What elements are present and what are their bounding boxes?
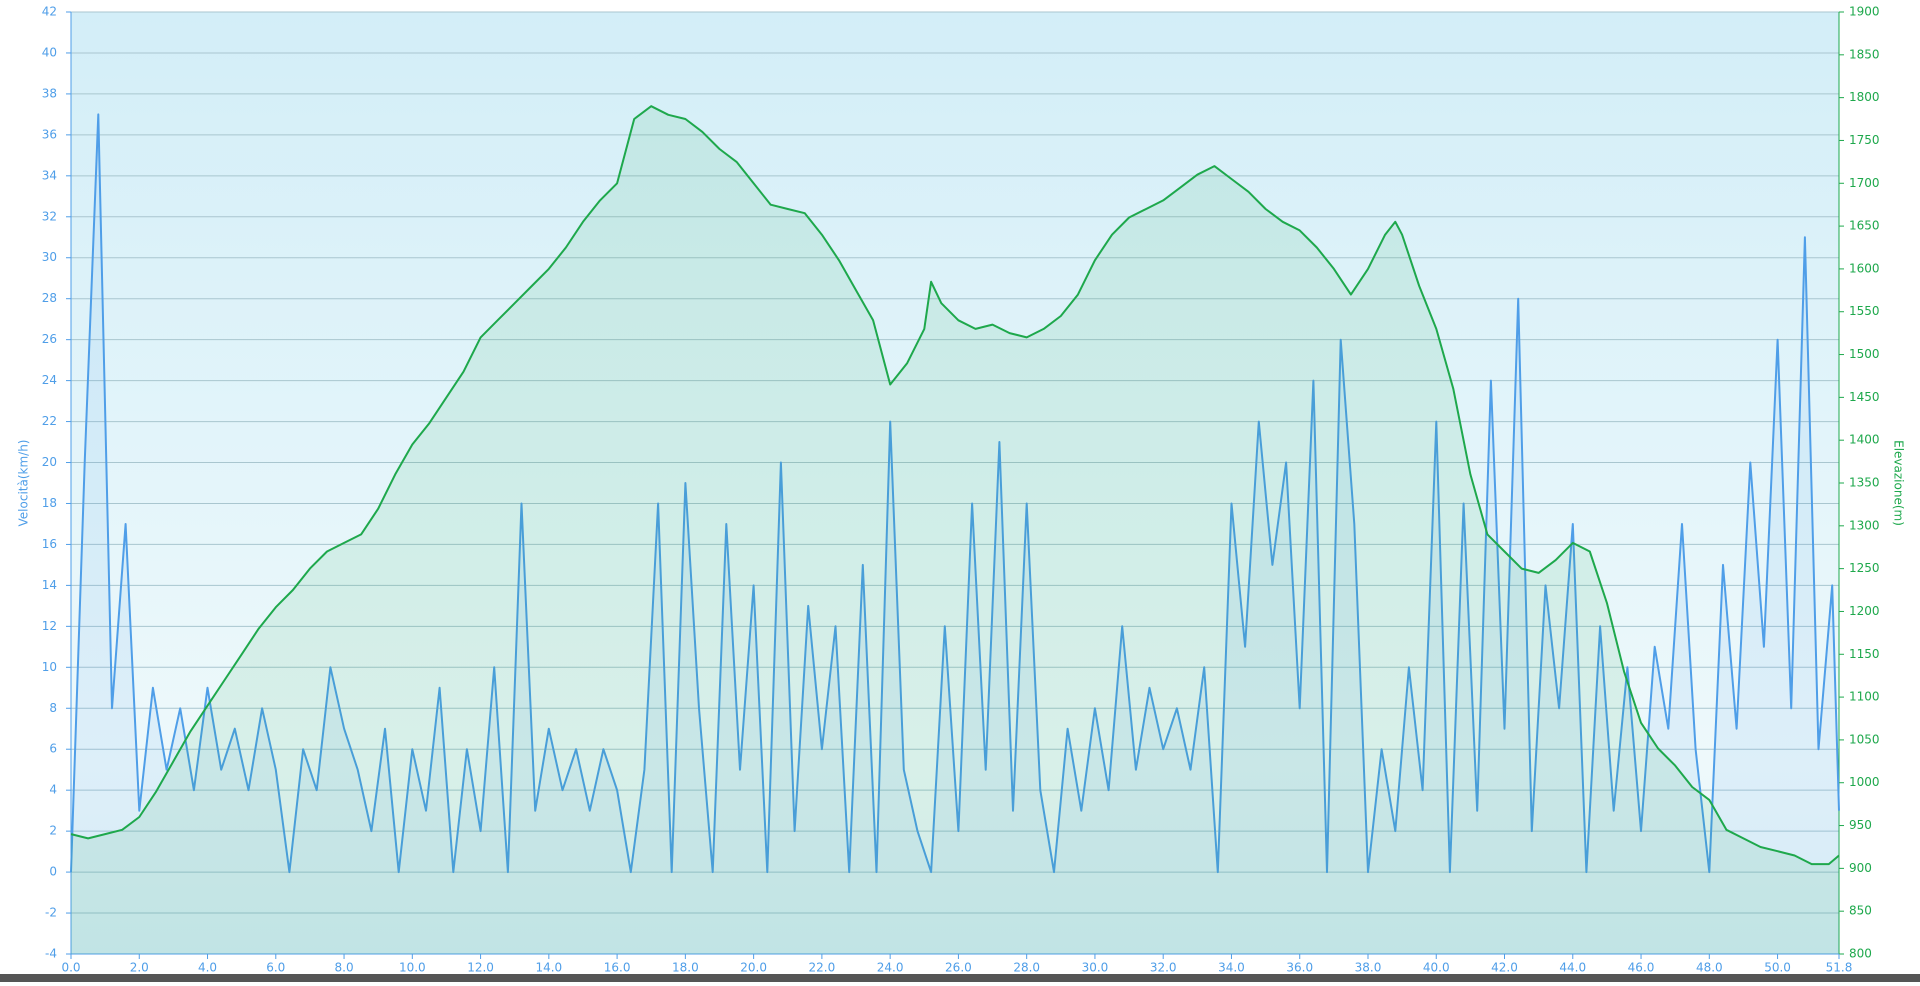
y-tick-label: 40 — [42, 45, 57, 59]
y-tick-label: 30 — [42, 250, 57, 264]
y-tick-label: 2 — [49, 824, 57, 838]
y2-tick-label: 1900 — [1849, 5, 1880, 19]
x-tick-label: 16.0 — [604, 961, 631, 975]
y-tick-label: 20 — [42, 455, 57, 469]
y-tick-label: 12 — [42, 619, 57, 633]
y2-tick-label: 1450 — [1849, 390, 1880, 404]
bottom-bar — [0, 974, 1920, 982]
x-tick-label: 48.0 — [1696, 961, 1723, 975]
y2-tick-label: 1650 — [1849, 219, 1880, 233]
x-tick-label: 50.0 — [1764, 961, 1791, 975]
y2-tick-label: 1300 — [1849, 518, 1880, 532]
y2-tick-label: 1800 — [1849, 90, 1880, 104]
y-tick-label: 8 — [49, 701, 57, 715]
y2-tick-label: 1550 — [1849, 304, 1880, 318]
y-tick-label: -2 — [45, 906, 57, 920]
y-tick-label: 16 — [42, 537, 57, 551]
y-tick-label: 28 — [42, 291, 57, 305]
y-tick-label: 24 — [42, 373, 57, 387]
x-tick-label: 30.0 — [1082, 961, 1109, 975]
y-tick-label: 0 — [49, 865, 57, 879]
x-tick-label: 6.0 — [266, 961, 285, 975]
y2-tick-label: 1400 — [1849, 433, 1880, 447]
x-tick-label: 40.0 — [1423, 961, 1450, 975]
y2-tick-label: 800 — [1849, 947, 1872, 961]
x-tick-label: 51.8 — [1826, 961, 1853, 975]
y2-axis-title: Elevazione(m) — [1892, 440, 1906, 526]
y2-tick-label: 900 — [1849, 861, 1872, 875]
x-tick-label: 32.0 — [1150, 961, 1177, 975]
y2-tick-label: 1150 — [1849, 647, 1880, 661]
x-tick-label: 14.0 — [535, 961, 562, 975]
y2-tick-label: 1200 — [1849, 604, 1880, 618]
x-tick-label: 36.0 — [1286, 961, 1313, 975]
series-line — [70, 113, 1840, 874]
y-tick-label: 10 — [42, 660, 57, 674]
x-tick-label: 26.0 — [945, 961, 972, 975]
y-tick-label: 36 — [42, 127, 57, 141]
x-tick-label: 4.0 — [198, 961, 217, 975]
y-tick-label: 42 — [42, 5, 57, 19]
plot-background — [71, 12, 1839, 954]
y2-tick-label: 950 — [1849, 818, 1872, 832]
series-line — [70, 105, 1840, 866]
y-tick-label: 26 — [42, 332, 57, 346]
x-tick-label: 8.0 — [335, 961, 354, 975]
x-tick-label: 44.0 — [1559, 961, 1586, 975]
y2-tick-label: 1000 — [1849, 775, 1880, 789]
y-tick-label: 6 — [49, 742, 57, 756]
y2-tick-label: 1600 — [1849, 261, 1880, 275]
x-tick-label: 46.0 — [1628, 961, 1655, 975]
y2-tick-label: 1700 — [1849, 176, 1880, 190]
x-tick-label: 2.0 — [130, 961, 149, 975]
y-tick-label: 34 — [42, 168, 57, 182]
y-tick-label: 14 — [42, 578, 57, 592]
y-tick-label: 38 — [42, 86, 57, 100]
x-tick-label: 22.0 — [809, 961, 836, 975]
y2-tick-label: 1850 — [1849, 47, 1880, 61]
y2-tick-label: 1050 — [1849, 732, 1880, 746]
x-tick-label: 10.0 — [399, 961, 426, 975]
y-tick-label: 32 — [42, 209, 57, 223]
x-tick-label: 34.0 — [1218, 961, 1245, 975]
y-tick-label: 22 — [42, 414, 57, 428]
area-fill — [71, 106, 1839, 954]
y2-tick-label: 1100 — [1849, 690, 1880, 704]
y-tick-label: -4 — [45, 947, 57, 961]
x-tick-label: 20.0 — [740, 961, 767, 975]
y2-tick-label: 1350 — [1849, 476, 1880, 490]
x-tick-label: 24.0 — [877, 961, 904, 975]
y-tick-label: 18 — [42, 496, 57, 510]
x-tick-label: 18.0 — [672, 961, 699, 975]
x-tick-label: 12.0 — [467, 961, 494, 975]
x-tick-label: 38.0 — [1355, 961, 1382, 975]
x-tick-label: 28.0 — [1013, 961, 1040, 975]
y-tick-label: 4 — [49, 783, 57, 797]
x-tick-label: 0.0 — [61, 961, 80, 975]
y2-tick-label: 1500 — [1849, 347, 1880, 361]
x-tick-label: 42.0 — [1491, 961, 1518, 975]
y2-tick-label: 850 — [1849, 904, 1872, 918]
y2-tick-label: 1750 — [1849, 133, 1880, 147]
y-axis-title: Velocità(km/h) — [17, 440, 31, 527]
y2-tick-label: 1250 — [1849, 561, 1880, 575]
